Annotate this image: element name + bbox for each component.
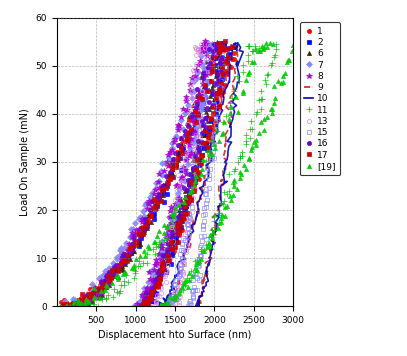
Y-axis label: Load On Sample (mN): Load On Sample (mN) [20, 108, 30, 216]
X-axis label: Displacement hto Surface (nm): Displacement hto Surface (nm) [98, 330, 252, 340]
Legend: 1, 2, 6, 7, 8, 9, 10, 11, 13, 15, 16, 17, [19]: 1, 2, 6, 7, 8, 9, 10, 11, 13, 15, 16, 17… [300, 22, 340, 176]
